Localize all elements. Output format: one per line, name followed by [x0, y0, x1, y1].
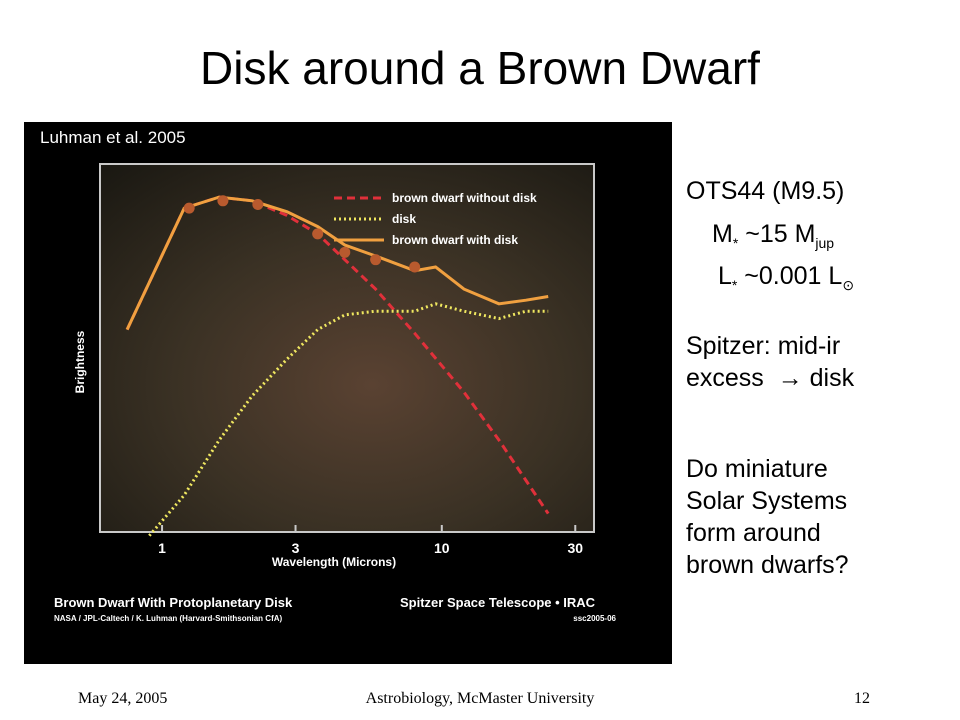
legend: brown dwarf without disk disk brown dwarf …	[334, 191, 537, 247]
question-line-4: brown dwarfs?	[686, 551, 849, 579]
image-credit: Luhman et al. 2005	[40, 128, 186, 147]
sun-symbol-icon: ⊙	[842, 277, 855, 293]
image-caption-credit: NASA / JPL-Caltech / K. Luhman (Harvard-…	[54, 614, 283, 623]
sed-chart: brown dwarf without disk disk brown dwarf …	[24, 122, 672, 664]
luminosity-line: L* ~0.001 L⊙	[718, 262, 855, 293]
legend-label: brown dwarf without disk	[392, 191, 537, 205]
spitzer-line-1: Spitzer: mid-ir	[686, 332, 841, 360]
question-line-1: Do miniature	[686, 455, 828, 483]
x-tick-label: 10	[434, 540, 450, 556]
legend-label: brown dwarf with disk	[392, 233, 518, 247]
photometry-point	[370, 254, 382, 266]
object-name: OTS44 (M9.5)	[686, 177, 845, 205]
image-caption-mission: Spitzer Space Telescope • IRAC	[400, 595, 596, 610]
footer-page-number: 12	[854, 690, 870, 707]
x-axis-label: Wavelength (Microns)	[272, 555, 396, 569]
image-caption-title: Brown Dwarf With Protoplanetary Disk	[54, 595, 293, 610]
photometry-point	[217, 195, 229, 207]
footer-date: May 24, 2005	[78, 690, 168, 707]
spitzer-line-2: excess → disk	[686, 364, 855, 392]
footer-venue: Astrobiology, McMaster University	[365, 690, 595, 707]
photometry-point	[252, 198, 264, 210]
photometry-point	[183, 202, 195, 214]
plot-frame	[99, 163, 595, 533]
photometry-point	[339, 246, 351, 258]
x-axis-ticks: 1 3 10 30	[158, 525, 583, 556]
question-line-3: form around	[686, 519, 821, 547]
slide-title: Disk around a Brown Dwarf	[200, 42, 760, 94]
x-tick-label: 1	[158, 540, 166, 556]
mass-line: M* ~15 Mjup	[712, 220, 835, 251]
question-line-2: Solar Systems	[686, 487, 848, 515]
photometry-point	[312, 228, 324, 240]
image-caption-id: ssc2005-06	[573, 614, 616, 623]
spitzer-image-panel: brown dwarf without disk disk brown dwarf …	[24, 122, 672, 664]
x-tick-label: 30	[567, 540, 583, 556]
y-axis-label: Brightness	[73, 330, 87, 393]
plot-background	[100, 164, 594, 532]
legend-label: disk	[392, 212, 416, 226]
x-tick-label: 3	[292, 540, 300, 556]
photometry-point	[409, 261, 421, 273]
